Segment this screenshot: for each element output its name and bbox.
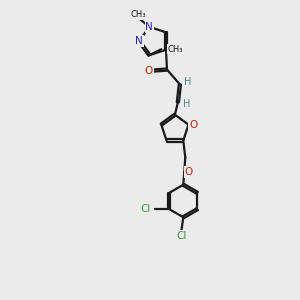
Text: CH₃: CH₃	[167, 45, 183, 54]
Text: Cl: Cl	[176, 231, 187, 241]
Text: O: O	[145, 66, 153, 76]
Text: CH₃: CH₃	[131, 10, 146, 19]
Text: Cl: Cl	[140, 204, 151, 214]
Text: O: O	[184, 167, 193, 177]
Text: H: H	[182, 99, 190, 109]
Text: N: N	[135, 36, 143, 46]
Text: H: H	[184, 77, 191, 87]
Text: O: O	[189, 120, 197, 130]
Text: N: N	[146, 22, 153, 32]
